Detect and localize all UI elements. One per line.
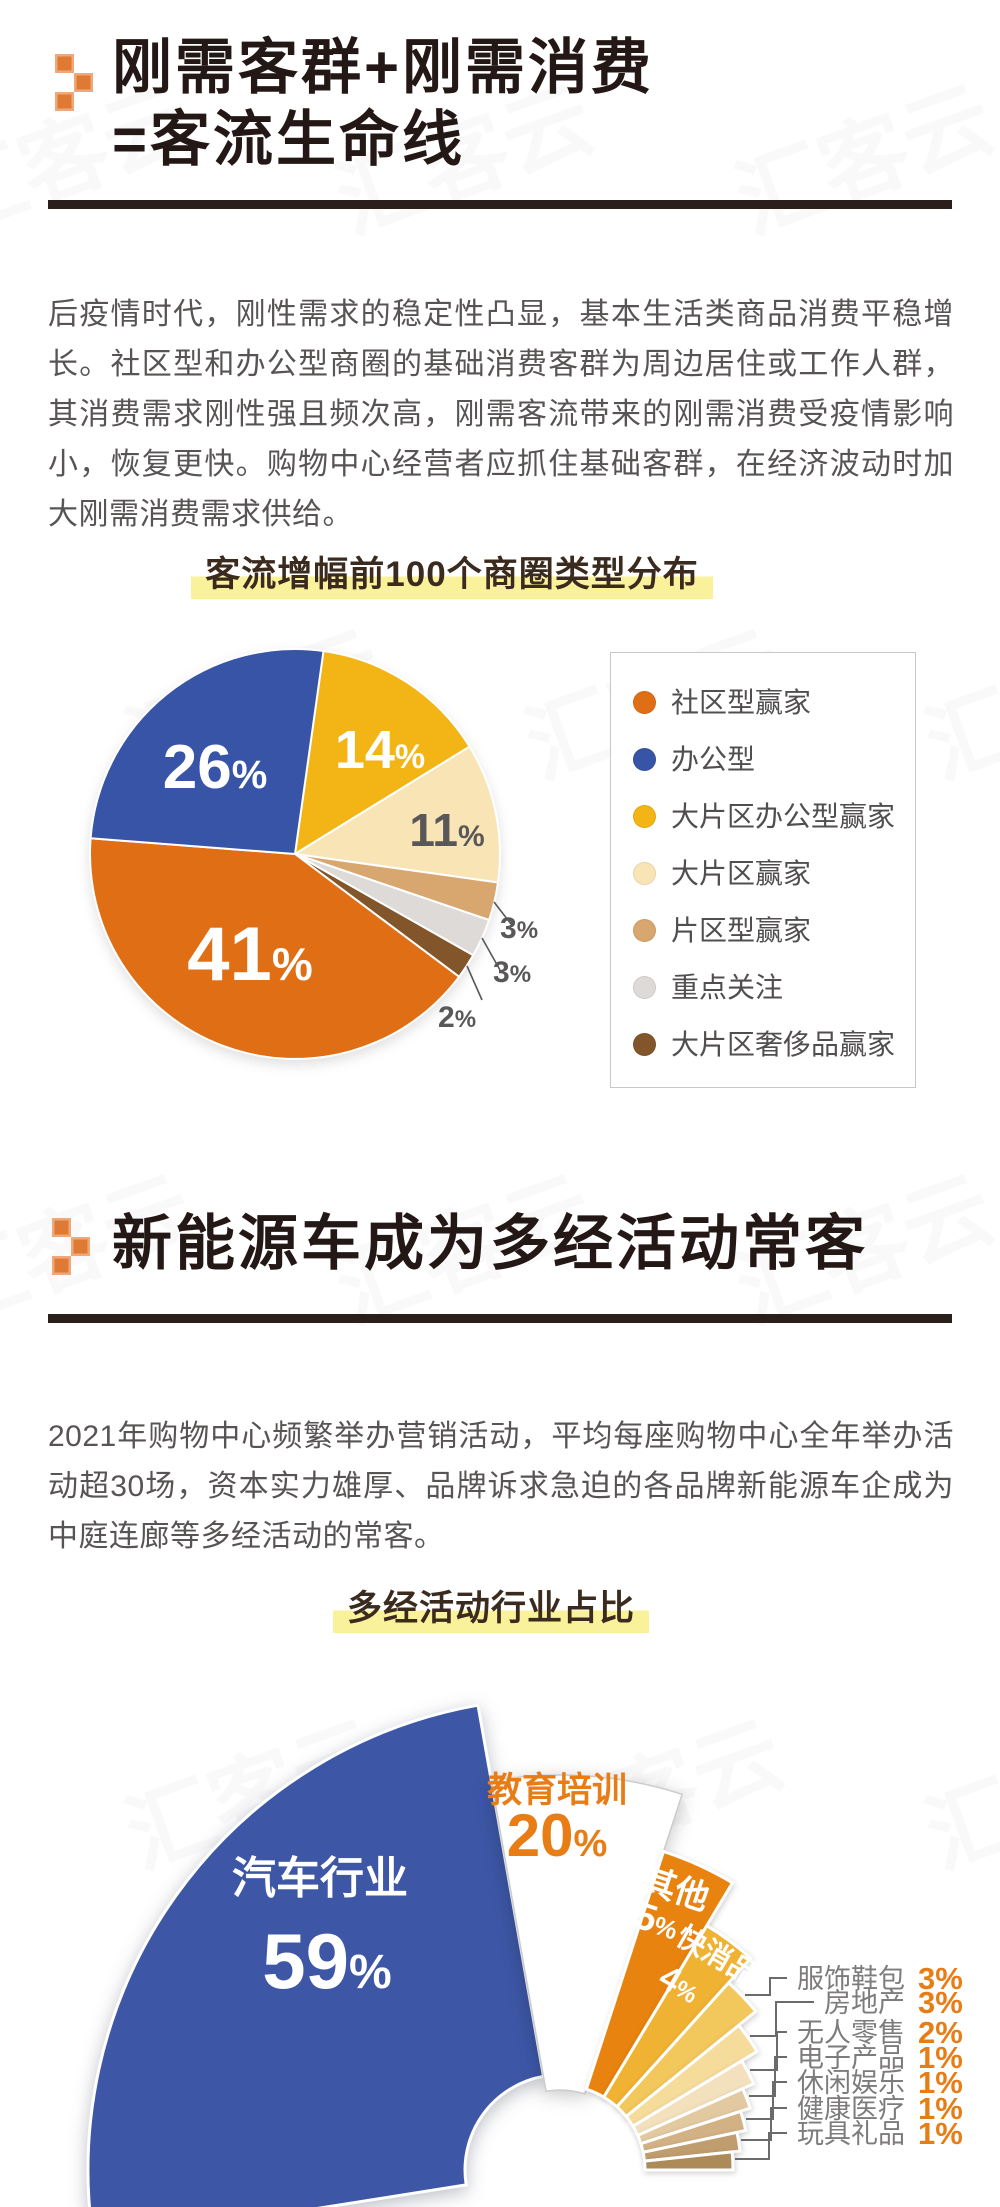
fan-leader-line <box>741 2107 787 2141</box>
legend-item: 社区型赢家 <box>611 687 915 727</box>
section2-title: 新能源车成为多经活动常客 <box>112 1210 868 1277</box>
fan-callout-name: 玩具礼品 <box>797 2119 905 2149</box>
fan-callout-name: 房地产 <box>824 1988 905 2018</box>
legend-item: 重点关注 <box>611 972 915 1012</box>
chart-value-label: 2% <box>918 2015 963 2050</box>
fan-blade-name: 教育培训 <box>487 1771 627 1810</box>
chart-value-label: 26% <box>163 733 268 802</box>
chart-value-label: 1% <box>918 2116 963 2151</box>
chart-value-label: 14% <box>335 720 425 780</box>
fan-leader-line <box>750 2001 814 2037</box>
section1-title-line2: =客流生命线 <box>112 106 466 173</box>
chart-value-label: 3% <box>918 1985 963 2020</box>
fan-chart-title-wrap: 多经活动行业占比 <box>0 1580 982 1633</box>
chart-value-label: 1% <box>918 2040 963 2075</box>
pixel-steps-icon <box>55 54 95 112</box>
legend-label: 大片区赢家 <box>671 858 812 889</box>
chart-value-label: 3% <box>500 912 538 945</box>
section1-paragraph: 后疫情时代，刚性需求的稳定性凸显，基本生活类商品消费平稳增长。社区型和办公型商圈… <box>48 298 954 531</box>
legend-color-dot <box>633 919 656 942</box>
fan-leader-line <box>735 2132 787 2160</box>
fan-callout-name: 健康医疗 <box>797 2094 905 2124</box>
chart-value-label: 3% <box>493 956 531 989</box>
fan-callout-name: 服饰鞋包 <box>797 1964 905 1994</box>
pie-slice-0 <box>89 837 461 1060</box>
legend-item: 片区型赢家 <box>611 915 915 955</box>
pie-chart-title-wrap: 客流增幅前100个商圈类型分布 <box>0 546 904 599</box>
pie-leader-line <box>493 901 512 925</box>
section2-header: 新能源车成为多经活动常客 <box>112 1208 868 1280</box>
legend-color-dot <box>633 1033 656 1056</box>
legend-label: 大片区奢侈品赢家 <box>671 1029 896 1060</box>
pixel-square <box>52 1218 71 1237</box>
pixel-square <box>71 1237 90 1256</box>
fan-callout-name: 电子产品 <box>797 2043 905 2073</box>
pixel-square <box>74 73 93 92</box>
pie-slice-1 <box>89 648 325 855</box>
legend-color-dot <box>633 748 656 771</box>
pie-chart-title: 客流增幅前100个商圈类型分布 <box>191 546 713 599</box>
chart-value-label: 1% <box>918 2091 963 2126</box>
pie-chart-legend: 社区型赢家办公型大片区办公型赢家 大片区赢家片区型赢家重点关注大片区奢侈品赢家 <box>610 652 916 1088</box>
section1-divider <box>48 200 952 209</box>
legend-item: 大片区赢家 <box>611 858 915 898</box>
legend-label: 重点关注 <box>671 972 784 1003</box>
pixel-square <box>55 92 74 111</box>
legend-label: 大片区办公型赢家 <box>671 801 896 832</box>
legend-color-dot <box>633 691 656 714</box>
fan-callout-name: 无人零售 <box>797 2018 905 2048</box>
chart-value-label: 1% <box>918 2065 963 2100</box>
section2-paragraph: 2021年购物中心频繁举办营销活动，平均每座购物中心全年举办活动超30场，资本实… <box>48 1420 954 1553</box>
chart-value-label: 41% <box>187 912 312 997</box>
chart-value-label: 20% <box>507 1802 608 1869</box>
fan-blade-0 <box>86 1703 546 2207</box>
fan-chart-title: 多经活动行业占比 <box>332 1580 649 1633</box>
section1-title-line1: 刚需客群+刚需消费 <box>112 34 655 101</box>
legend-label: 片区型赢家 <box>671 915 812 946</box>
legend-label: 社区型赢家 <box>671 687 812 718</box>
chart-value-label: 11% <box>409 804 484 856</box>
fan-blade-name: 汽车行业 <box>232 1854 408 1903</box>
pixel-square <box>55 54 74 73</box>
legend-item: 大片区奢侈品赢家 <box>611 1029 915 1069</box>
pixel-square <box>52 1256 71 1275</box>
chart-value-label: 3% <box>918 1961 963 1996</box>
fan-leader-line <box>749 2056 787 2097</box>
pixel-steps-icon <box>52 1218 92 1276</box>
watermark-text: 汇客云 <box>906 594 1000 804</box>
legend-item: 办公型 <box>611 744 915 784</box>
fan-leader-line <box>745 1977 787 1996</box>
legend-label: 办公型 <box>671 744 756 775</box>
fan-blade-10 <box>642 2150 735 2172</box>
legend-color-dot <box>633 862 656 885</box>
legend-item: 大片区办公型赢家 <box>611 801 915 841</box>
fan-leader-line <box>750 2031 787 2071</box>
pie-chart: 41% 26% 14% 11% 3% 3% 2% <box>89 648 538 1060</box>
chart-value-label: 59% <box>262 1917 391 2005</box>
watermark-text: 汇客云 <box>716 49 1000 259</box>
pie-slice-3 <box>294 745 501 884</box>
fan-leader-line <box>746 2081 787 2120</box>
pie-leader-line <box>466 965 483 1001</box>
legend-color-dot <box>633 805 656 828</box>
fan-callout-name: 休闲娱乐 <box>797 2068 905 2098</box>
pie-slice-2 <box>294 650 471 855</box>
section1-header: 刚需客群+刚需消费 =客流生命线 <box>112 32 654 176</box>
section2-divider <box>48 1314 952 1323</box>
pie-leader-line <box>481 937 501 971</box>
legend-color-dot <box>633 976 656 999</box>
chart-value-label: 2% <box>438 1001 476 1034</box>
fan-blade-1 <box>490 1774 684 2095</box>
